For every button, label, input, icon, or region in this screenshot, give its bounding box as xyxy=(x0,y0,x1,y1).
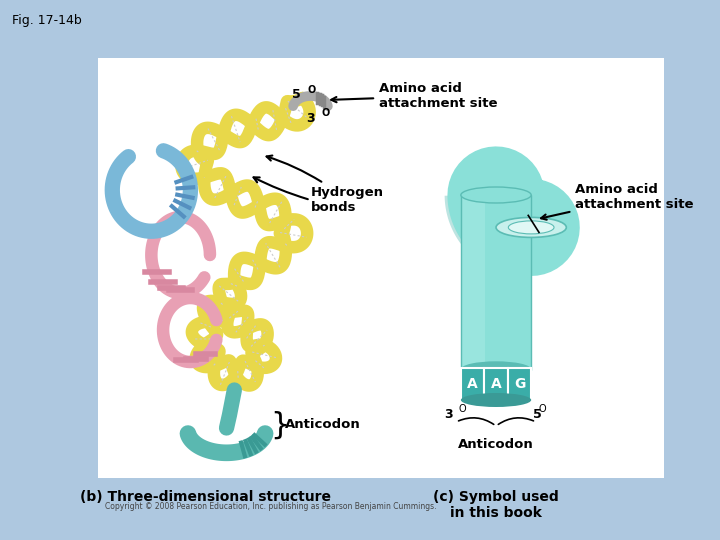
Bar xyxy=(461,195,485,370)
Ellipse shape xyxy=(496,218,567,238)
Text: A: A xyxy=(490,377,501,391)
Text: Amino acid
attachment site: Amino acid attachment site xyxy=(331,82,498,110)
Ellipse shape xyxy=(508,221,554,234)
Bar xyxy=(461,195,531,370)
Text: 5: 5 xyxy=(533,408,542,421)
Bar xyxy=(508,368,531,400)
Ellipse shape xyxy=(461,362,531,378)
Text: O: O xyxy=(539,404,546,414)
Bar xyxy=(485,368,508,400)
Text: O: O xyxy=(307,85,316,95)
Text: O: O xyxy=(321,108,330,118)
Text: (b) Three-dimensional structure: (b) Three-dimensional structure xyxy=(79,490,330,504)
Text: Fig. 17-14b: Fig. 17-14b xyxy=(12,14,81,27)
Text: O: O xyxy=(459,404,467,414)
Ellipse shape xyxy=(461,393,531,407)
Bar xyxy=(461,195,531,370)
Text: Copyright © 2008 Pearson Education, Inc. publishing as Pearson Benjamin Cummings: Copyright © 2008 Pearson Education, Inc.… xyxy=(105,502,437,511)
Text: G: G xyxy=(514,377,525,391)
Text: Hydrogen
bonds: Hydrogen bonds xyxy=(266,156,384,214)
Text: 3: 3 xyxy=(444,408,453,421)
Bar xyxy=(98,58,664,478)
Bar xyxy=(461,368,485,400)
Text: Anticodon: Anticodon xyxy=(458,438,534,451)
Ellipse shape xyxy=(461,187,531,203)
Text: A: A xyxy=(467,377,478,391)
Text: 5: 5 xyxy=(292,89,301,102)
Text: Amino acid
attachment site: Amino acid attachment site xyxy=(541,184,693,220)
Text: 3: 3 xyxy=(306,111,315,125)
Text: }: } xyxy=(271,410,290,440)
Text: Anticodon: Anticodon xyxy=(285,418,361,431)
Text: (c) Symbol used
in this book: (c) Symbol used in this book xyxy=(433,490,559,520)
